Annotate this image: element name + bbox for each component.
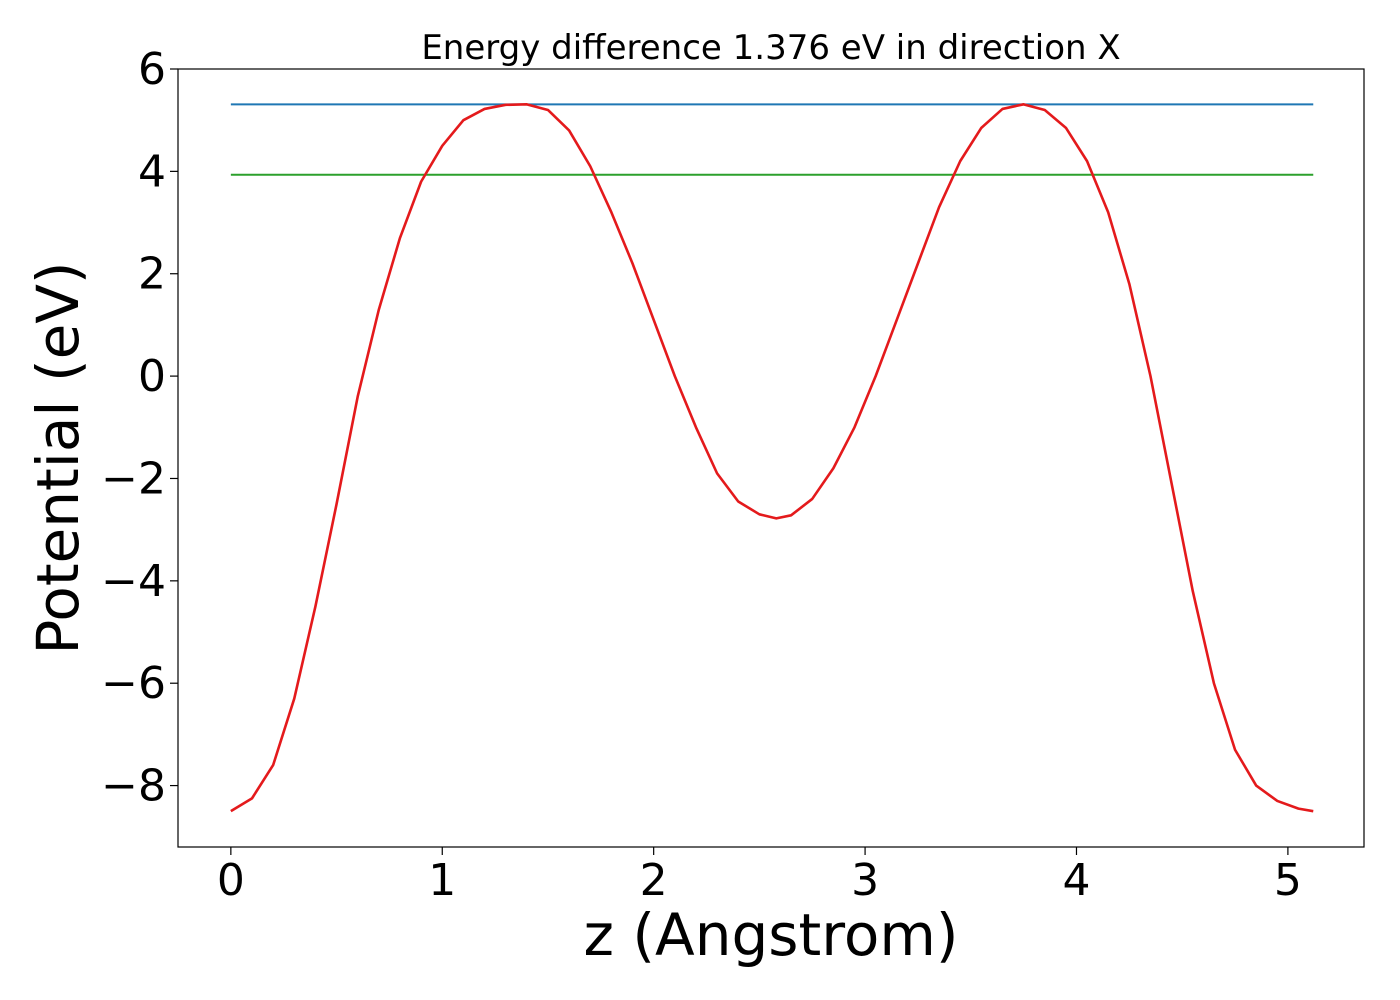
y-tick-label: 0	[138, 351, 166, 402]
y-axis-label: Potential (eV)	[24, 261, 92, 654]
x-tick-label: 3	[851, 855, 879, 906]
x-tick-label: 1	[428, 855, 456, 906]
x-ticks: 0 1 2 3 4 5	[217, 847, 1302, 906]
y-tick-label: 6	[138, 44, 166, 95]
series-line-2	[230, 103, 1314, 813]
y-ticks: −8 −6 −4 −2 0 2 4 6	[101, 44, 178, 812]
plot-frame	[177, 68, 1365, 848]
y-tick-label: 4	[138, 146, 166, 197]
y-tick-label: −4	[101, 556, 166, 607]
chart-title: Energy difference 1.376 eV in direction …	[421, 28, 1120, 68]
y-tick-label: −6	[101, 658, 166, 709]
x-tick-label: 2	[640, 855, 668, 906]
y-tick-label: −8	[101, 761, 166, 812]
x-tick-label: 4	[1062, 855, 1090, 906]
x-tick-label: 0	[217, 855, 245, 906]
x-axis-label: z (Angstrom)	[584, 901, 959, 969]
y-tick-label: −2	[101, 453, 166, 504]
x-tick-label: 5	[1274, 855, 1302, 906]
y-tick-label: 2	[138, 249, 166, 300]
series-layer	[230, 103, 1314, 813]
